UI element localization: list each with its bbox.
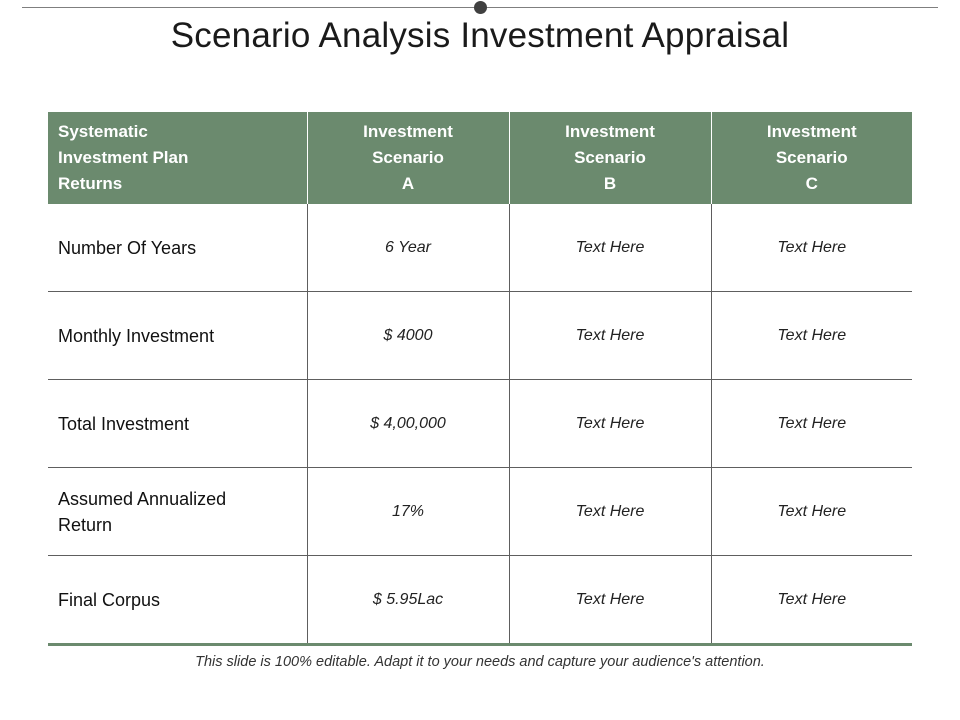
row-label-line: Total Investment	[58, 413, 190, 434]
cell-scenario-b: Text Here	[508, 379, 711, 468]
row-label: Number Of Years	[48, 204, 307, 292]
header-line: Returns	[58, 174, 123, 193]
header-line: Investment	[565, 122, 655, 141]
slide-footer-note: This slide is 100% editable. Adapt it to…	[195, 654, 765, 670]
top-divider-dot	[474, 1, 487, 14]
row-label: Monthly Investment	[48, 291, 307, 380]
cell-scenario-a: 17%	[306, 467, 509, 556]
cell-scenario-b: Text Here	[508, 291, 711, 380]
header-line: C	[805, 174, 818, 193]
table-row-final-corpus: Final Corpus $ 5.95Lac Text Here Text He…	[48, 555, 912, 646]
header-scenario-b: Investment Scenario B	[508, 112, 711, 204]
cell-scenario-b: Text Here	[508, 204, 711, 292]
header-line: Scenario	[574, 148, 646, 167]
cell-scenario-b: Text Here	[508, 555, 711, 646]
slide-title: Scenario Analysis Investment Appraisal	[170, 16, 790, 55]
header-line: Scenario	[775, 148, 848, 167]
table-row-assumed-annualized-return: Assumed Annualized Return 17% Text Here …	[48, 467, 912, 556]
row-label: Assumed Annualized Return	[48, 467, 307, 556]
row-label-line: Final Corpus	[58, 589, 161, 610]
header-line: Investment	[766, 122, 857, 141]
header-line: B	[603, 174, 617, 193]
table-header-row: Systematic Investment Plan Returns Inves…	[48, 112, 912, 204]
cell-scenario-a: $ 4000	[306, 291, 509, 380]
cell-scenario-c: Text Here	[710, 204, 912, 292]
row-label-line: Assumed Annualized	[58, 488, 227, 509]
row-label: Final Corpus	[48, 555, 307, 646]
row-label-line: Return	[58, 514, 113, 535]
cell-scenario-c: Text Here	[710, 291, 912, 380]
cell-scenario-b: Text Here	[508, 467, 711, 556]
header-line: Investment Plan	[58, 148, 189, 167]
cell-scenario-c: Text Here	[710, 467, 912, 556]
table-row-total-investment: Total Investment $ 4,00,000 Text Here Te…	[48, 379, 912, 468]
header-plan-returns: Systematic Investment Plan Returns	[48, 112, 307, 204]
scenario-table: Systematic Investment Plan Returns Inves…	[48, 112, 912, 646]
row-label-line: Monthly Investment	[58, 325, 215, 346]
header-line: Systematic	[58, 122, 148, 141]
header-scenario-a: Investment Scenario A	[306, 112, 509, 204]
header-scenario-c: Investment Scenario C	[710, 112, 912, 204]
cell-scenario-c: Text Here	[710, 555, 912, 646]
header-line: Scenario	[372, 148, 444, 167]
row-label: Total Investment	[48, 379, 307, 468]
table-row-number-of-years: Number Of Years 6 Year Text Here Text He…	[48, 204, 912, 292]
row-label-line: Number Of Years	[58, 237, 197, 258]
cell-scenario-c: Text Here	[710, 379, 912, 468]
cell-scenario-a: $ 5.95Lac	[306, 555, 509, 646]
cell-scenario-a: 6 Year	[306, 204, 509, 292]
header-line: A	[401, 174, 415, 193]
header-line: Investment	[363, 122, 453, 141]
table-row-monthly-investment: Monthly Investment $ 4000 Text Here Text…	[48, 291, 912, 380]
cell-scenario-a: $ 4,00,000	[306, 379, 509, 468]
